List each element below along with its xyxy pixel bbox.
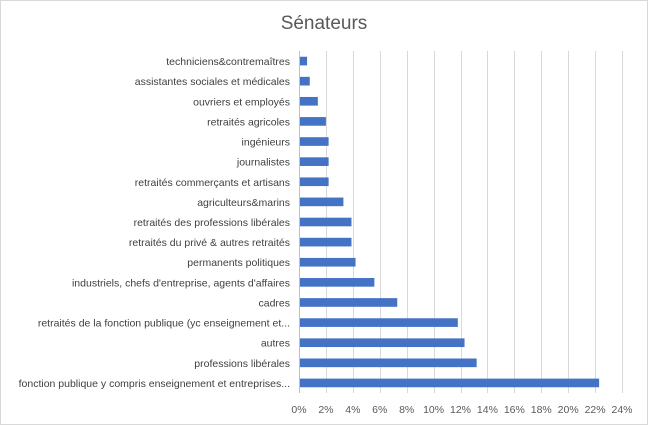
x-tick-label: 12% [450,404,471,416]
bar [300,217,352,227]
x-tick-labels: 0% 2% 4% 6% 8% 10% 12% 14% 16% 18% 20% 22% 24% [291,404,632,416]
category-label: permanents politiques [187,257,290,269]
x-tick-label: 8% [399,404,414,416]
bar [300,378,600,388]
category-label: autres [261,338,290,350]
category-label: industriels, chefs d'entreprise, agents … [72,277,290,289]
bar [300,157,329,166]
x-tick-label: 22% [585,404,606,416]
x-tick-label: 0% [291,404,306,416]
category-label: retraités commerçants et artisans [135,177,290,189]
bar [300,117,326,126]
x-tick-label: 4% [345,404,360,416]
x-tick-label: 24% [611,404,632,416]
category-label: agriculteurs&marins [197,197,290,209]
bar [300,137,329,146]
bar [300,237,352,247]
x-tick-label: 18% [531,404,552,416]
category-labels: techniciens&contremaîtres assistantes soc… [19,56,290,390]
bar [300,56,308,66]
bar [300,197,344,207]
x-tick-label: 20% [558,404,579,416]
x-tick-label: 14% [477,404,498,416]
gridlines [299,51,623,393]
x-tick-label: 6% [372,404,387,416]
bar [300,318,458,327]
category-label: ingénieurs [242,137,290,149]
category-label: professions libérales [194,358,290,370]
category-label: retraités des professions libérales [134,217,290,229]
x-tick-label: 10% [423,404,444,416]
bars [300,56,600,388]
bar [300,338,465,348]
bar [300,298,398,307]
bar [300,96,318,106]
chart-title: Sénateurs [281,13,368,34]
bar [300,278,375,287]
category-label: ouvriers et employés [193,96,290,108]
bar [300,257,356,267]
category-label: techniciens&contremaîtres [166,56,290,68]
category-label: retraités du privé & autres retraités [129,237,290,249]
bar [300,177,329,187]
category-label: journalistes [236,157,290,169]
category-label: fonction publique y compris enseignement… [19,378,290,390]
bar [300,358,477,368]
x-tick-label: 16% [504,404,525,416]
category-label: retraités de la fonction publique (yc en… [38,318,290,330]
bar [300,76,310,86]
category-label: retraités agricoles [207,116,290,128]
category-label: assistantes sociales et médicales [135,76,290,88]
category-label: cadres [258,297,290,309]
x-tick-label: 2% [318,404,333,416]
